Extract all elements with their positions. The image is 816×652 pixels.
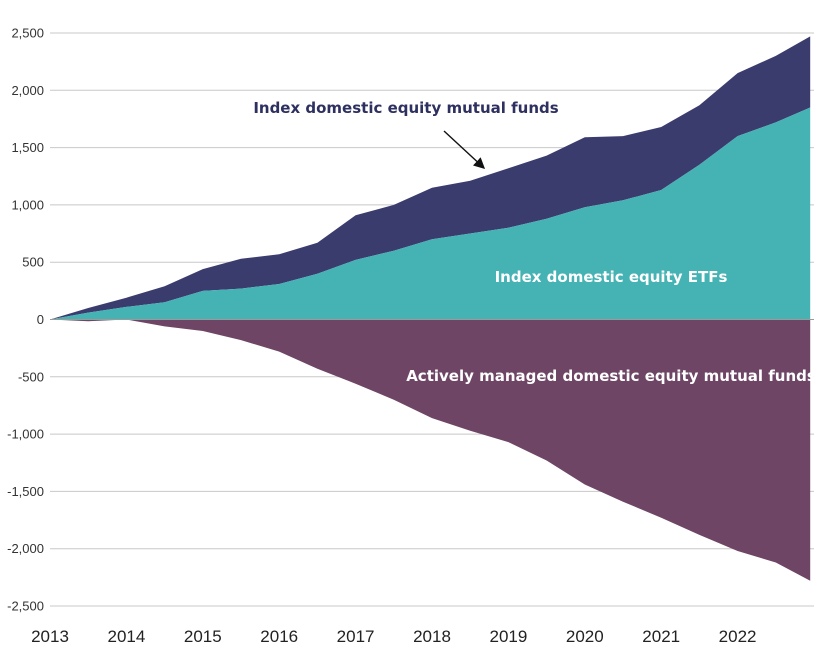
x-tick-label: 2022 <box>719 627 757 646</box>
x-tick-label: 2017 <box>337 627 375 646</box>
annotation-label: Actively managed domestic equity mutual … <box>406 367 816 385</box>
y-tick-label: -500 <box>18 369 44 384</box>
y-tick-label: 1,500 <box>11 140 44 155</box>
x-tick-label: 2013 <box>31 627 69 646</box>
x-tick-label: 2014 <box>107 627 145 646</box>
annotation-label: Index domestic equity mutual funds <box>253 99 558 117</box>
x-tick-label: 2015 <box>184 627 222 646</box>
y-tick-label: 1,000 <box>11 197 44 212</box>
y-tick-label: -2,500 <box>7 599 44 614</box>
annotation-label: Index domestic equity ETFs <box>495 268 728 286</box>
y-tick-label: 2,500 <box>11 26 44 41</box>
y-tick-label: -2,000 <box>7 541 44 556</box>
x-tick-label: 2021 <box>642 627 680 646</box>
annotation-arrow <box>443 130 486 169</box>
area-index-mutual-funds <box>50 36 811 320</box>
x-tick-label: 2016 <box>260 627 298 646</box>
y-tick-label: -1,000 <box>7 427 44 442</box>
x-tick-label: 2019 <box>489 627 527 646</box>
area-index-etfs <box>50 107 811 320</box>
y-tick-label: -1,500 <box>7 484 44 499</box>
y-tick-label: 500 <box>22 255 44 270</box>
area-actively-managed-funds <box>50 319 811 581</box>
x-tick-label: 2020 <box>566 627 604 646</box>
x-tick-label: 2018 <box>413 627 451 646</box>
y-tick-label: 0 <box>37 312 44 327</box>
y-tick-label: 2,000 <box>11 83 44 98</box>
